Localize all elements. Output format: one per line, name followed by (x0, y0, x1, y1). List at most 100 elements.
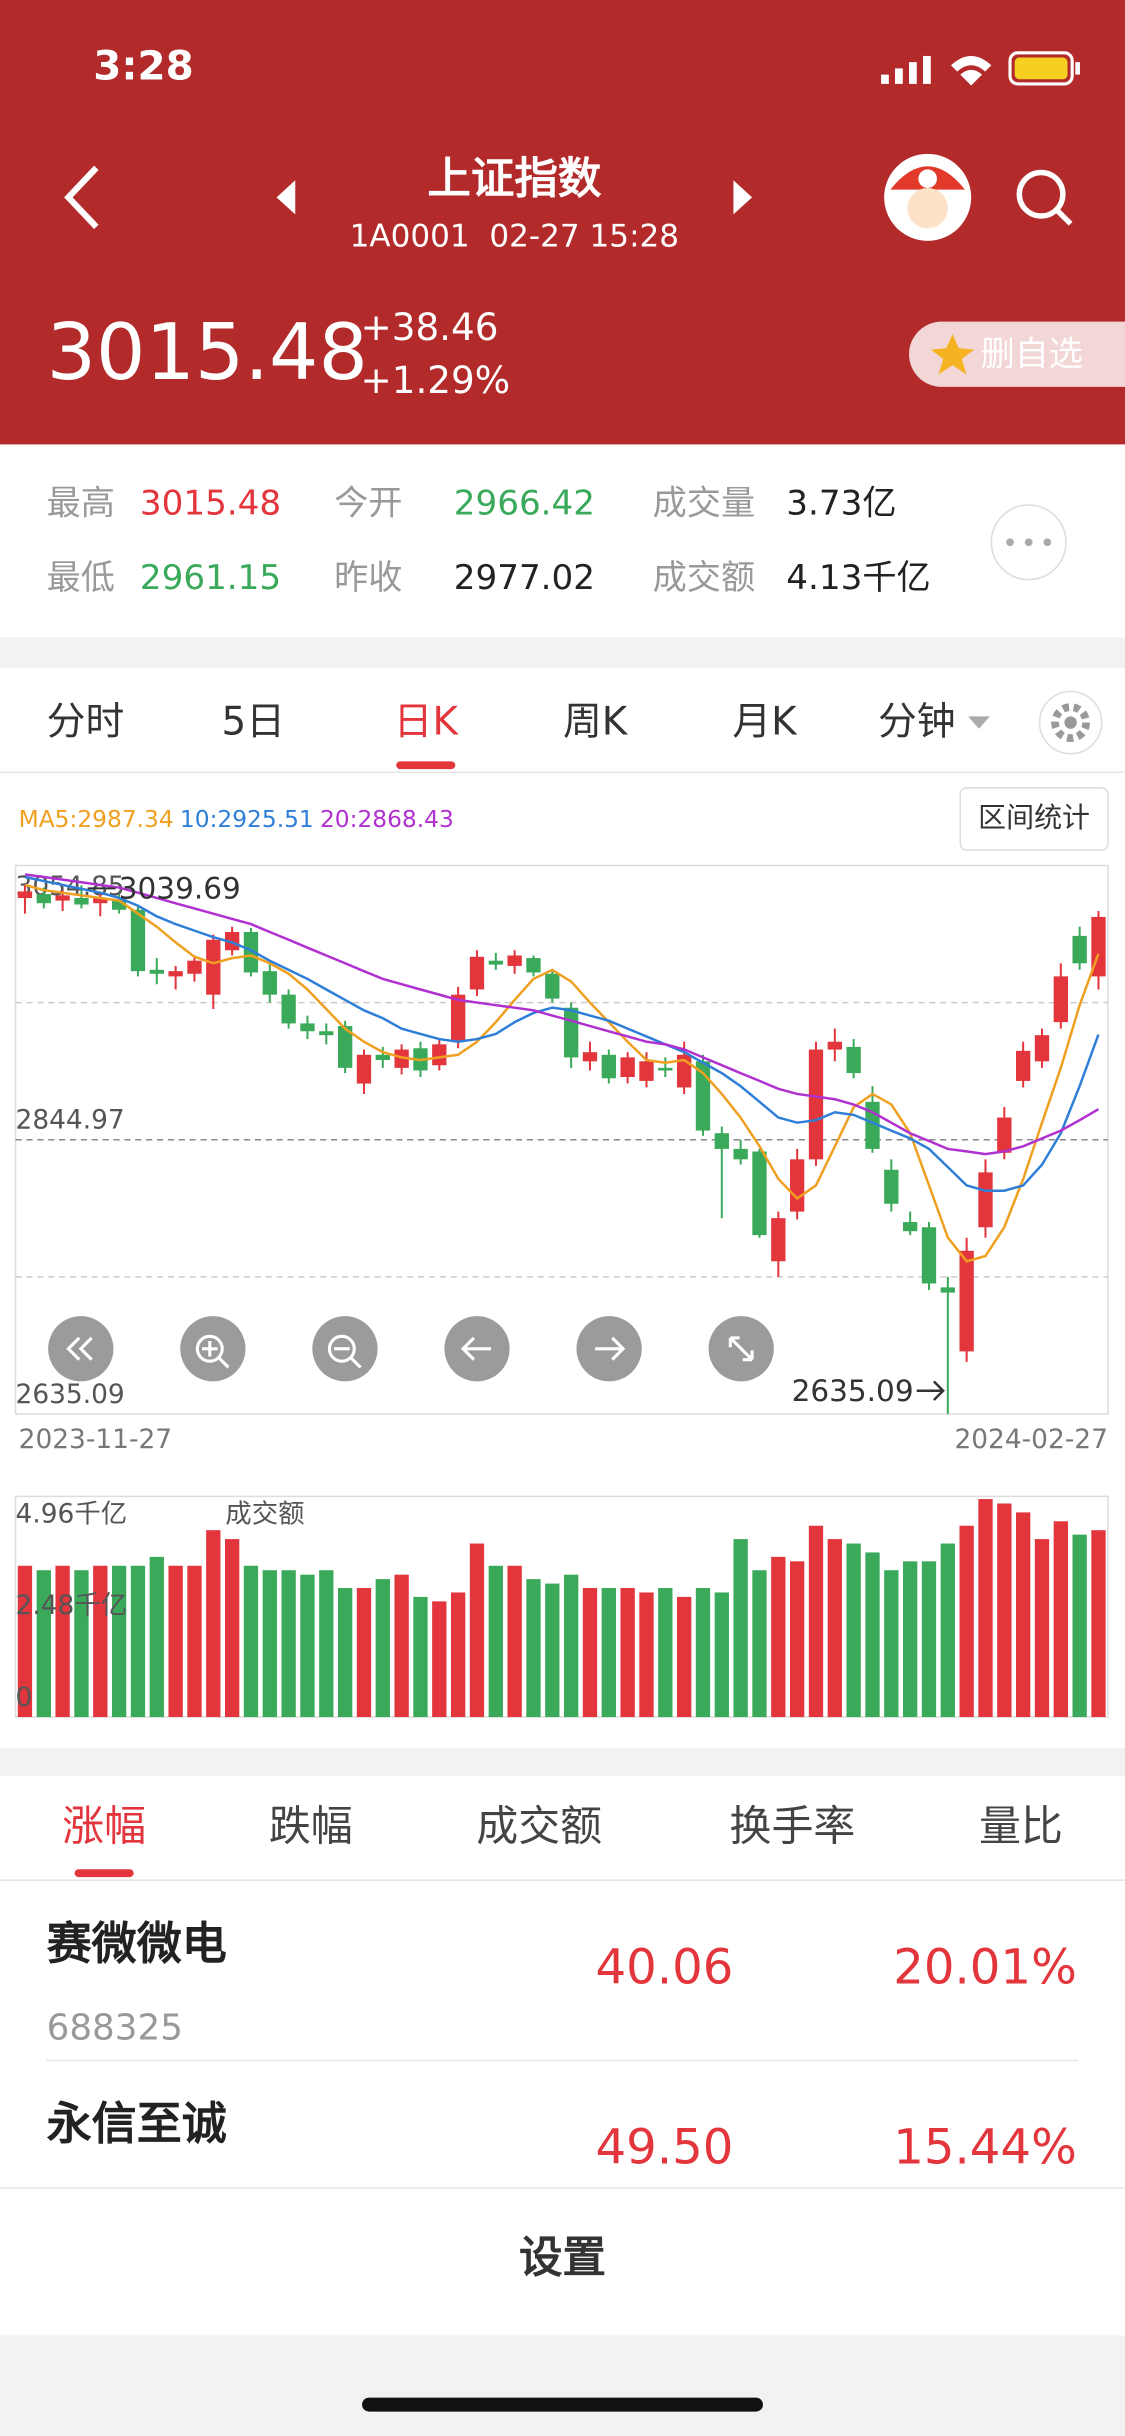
x-tick-label: 2023-11-27 (19, 1424, 172, 1455)
volume-bar (36, 1570, 51, 1718)
volume-bar (356, 1588, 372, 1718)
period-tab[interactable]: 分钟 (878, 700, 956, 745)
ma-line (24, 875, 1100, 1192)
candle-body (450, 994, 466, 1042)
candle-body (224, 931, 240, 951)
period-tab[interactable]: 5日 (222, 700, 286, 745)
volume-bar (921, 1561, 937, 1718)
quote-value: 3015.48 (140, 484, 281, 524)
ma-legend-entry: 20:2868.43 (320, 806, 454, 833)
ranking-row[interactable]: 赛微微电 688325 40.06 20.01% (46, 1917, 1079, 2062)
status-time: 3:28 (93, 41, 193, 89)
ma-legend-entry: 10:2925.51 (180, 806, 314, 833)
ranking-row[interactable]: 永信至诚 49.50 15.44% (47, 2097, 1077, 2175)
chart-control-button[interactable] (312, 1316, 378, 1382)
candle-body (658, 1067, 673, 1071)
volume-bar (130, 1565, 146, 1718)
candle-body (1015, 1050, 1031, 1081)
chart-control-button[interactable] (180, 1316, 246, 1382)
watchlist-label: 删自选 (980, 334, 1083, 374)
control-icon (595, 1336, 626, 1361)
more-button[interactable] (990, 504, 1067, 581)
period-tab[interactable]: 分时 (47, 700, 125, 745)
annotation: 3039.69 (119, 871, 241, 905)
subtitle: 1A0001 02-27 15:28 (350, 219, 679, 255)
change-pct: +1.29% (360, 358, 510, 402)
candle-body (827, 1041, 842, 1050)
volume-bar (827, 1539, 842, 1718)
ranking-tab[interactable]: 跌幅 (269, 1801, 353, 1850)
control-handle (350, 1356, 362, 1369)
candle-body (281, 994, 296, 1024)
quote-label: 成交量 (653, 484, 756, 524)
candle-body (639, 1061, 654, 1081)
volume-bar (601, 1588, 616, 1718)
quote-value: 2966.42 (454, 484, 595, 524)
separator (0, 1748, 1125, 1777)
prev-button[interactable] (276, 180, 296, 215)
volume-bar (74, 1570, 89, 1718)
chart-control-button[interactable] (444, 1316, 510, 1382)
period-tab[interactable]: 日K (394, 700, 460, 745)
watchlist-button[interactable]: 删自选 (909, 321, 1125, 387)
back-button[interactable] (64, 165, 99, 230)
avatar[interactable] (884, 153, 972, 241)
stock-price: 40.06 (596, 1939, 734, 1995)
bottom-bar (0, 2335, 1125, 2436)
volume-bar (978, 1499, 993, 1718)
quote-label: 成交额 (653, 558, 756, 598)
chart-control-button[interactable] (708, 1316, 774, 1382)
ma-line (24, 873, 1100, 1156)
candle-body (149, 969, 164, 974)
volume-bar (224, 1539, 240, 1718)
ranking-tab[interactable]: 涨幅 (62, 1801, 146, 1850)
quote-value: 4.13千亿 (786, 558, 930, 598)
price: 3015.48 (47, 308, 368, 398)
ma-legend: MA5:2987.34 10:2925.51 20:2868.43 (19, 806, 454, 833)
ranking-tab[interactable]: 换手率 (730, 1801, 856, 1850)
volume-bar (281, 1570, 296, 1718)
candle-body (469, 956, 485, 990)
volume-bar (714, 1592, 729, 1718)
period-tab[interactable]: 月K (732, 700, 798, 745)
tab-underline (396, 761, 456, 770)
candle-body (714, 1133, 729, 1149)
quote-label: 最低 (47, 558, 115, 598)
ranking-tab[interactable]: 量比 (979, 1801, 1063, 1850)
candle-body (74, 897, 89, 905)
volume-bar (940, 1543, 955, 1718)
volume-bar (187, 1565, 202, 1718)
volume-bar (1091, 1530, 1106, 1718)
chart-control-button[interactable] (48, 1316, 114, 1382)
volume-bar (752, 1570, 767, 1718)
volume-bar (394, 1574, 409, 1718)
volume-bar (582, 1588, 598, 1718)
change: +38.46 (360, 305, 498, 349)
next-button[interactable] (733, 180, 753, 215)
search-button[interactable] (1016, 169, 1073, 226)
control-glass (195, 1334, 224, 1363)
candle-body (902, 1222, 918, 1232)
settings-button[interactable]: 设置 (519, 2233, 606, 2283)
dropdown-caret (968, 716, 990, 729)
annotation-arrow-head (932, 1380, 945, 1401)
volume-chart: 0 2.48千亿 4.96千亿 成交额 (14, 1495, 1109, 1718)
x-tick-label: 2024-02-27 (954, 1424, 1107, 1455)
volume-bar (620, 1588, 635, 1718)
candle-body (337, 1026, 353, 1068)
volume-bar (1072, 1534, 1087, 1718)
volume-bar (1034, 1539, 1050, 1718)
chart-control-button[interactable] (576, 1316, 642, 1382)
period-tab[interactable]: 周K (563, 700, 629, 745)
ranking-tab[interactable]: 成交额 (476, 1801, 602, 1850)
status-icons (881, 51, 1080, 86)
y-tick-label: 2.48千亿 (16, 1590, 128, 1621)
y-tick-label: 2844.97 (16, 1105, 125, 1136)
range-stats-button[interactable]: 区间统计 (959, 787, 1109, 851)
candle-body (507, 955, 522, 966)
candle-body (130, 909, 146, 972)
volume-bar (695, 1588, 711, 1718)
settings-gear[interactable] (1038, 690, 1103, 755)
